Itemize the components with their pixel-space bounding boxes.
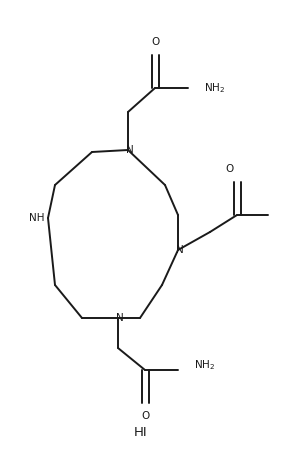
Text: NH$_2$: NH$_2$ [204,81,225,95]
Text: N: N [126,145,134,155]
Text: N: N [176,245,184,255]
Text: O: O [225,164,233,174]
Text: O: O [141,411,149,421]
Text: HI: HI [134,425,148,439]
Text: N: N [116,313,124,323]
Text: O: O [151,37,159,47]
Text: NH: NH [29,213,44,223]
Text: NH$_2$: NH$_2$ [194,358,215,372]
